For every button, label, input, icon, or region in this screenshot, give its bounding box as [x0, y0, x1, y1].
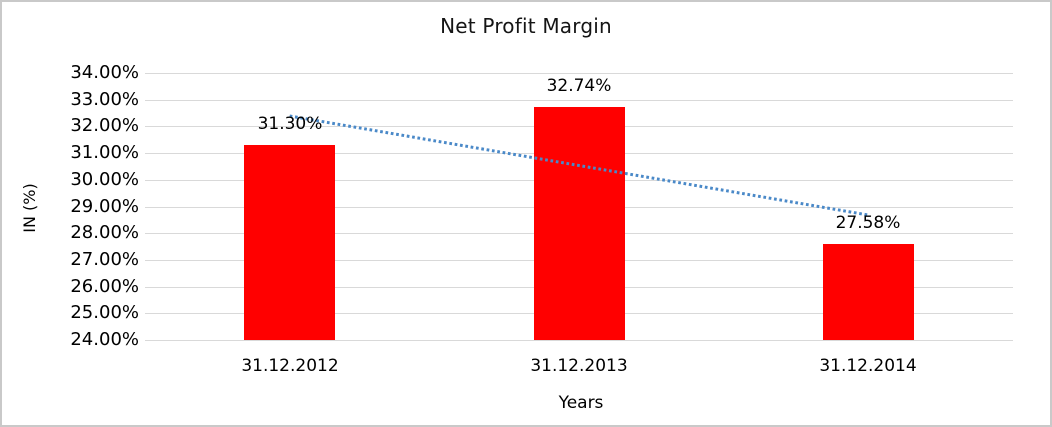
chart-title: Net Profit Margin — [440, 14, 612, 38]
bar — [823, 244, 914, 340]
y-axis-tick-label: 34.00% — [70, 62, 139, 83]
y-axis-tick-label: 26.00% — [70, 276, 139, 297]
y-axis-tick-label: 32.00% — [70, 115, 139, 136]
y-axis-tick-label: 28.00% — [70, 222, 139, 243]
y-axis-tick-label: 29.00% — [70, 196, 139, 217]
bar — [534, 107, 625, 340]
gridline — [145, 340, 1013, 341]
x-axis-category-label: 31.12.2014 — [819, 356, 917, 376]
x-axis-title: Years — [558, 393, 604, 413]
x-axis-category-label: 31.12.2013 — [530, 356, 628, 376]
y-axis-tick-label: 27.00% — [70, 249, 139, 270]
y-axis-tick-label: 33.00% — [70, 89, 139, 110]
y-axis-tick-label: 31.00% — [70, 142, 139, 163]
y-axis-tick-label: 24.00% — [70, 329, 139, 350]
bar-data-label: 32.74% — [546, 76, 612, 96]
y-axis-tick-label: 30.00% — [70, 169, 139, 190]
x-axis-category-label: 31.12.2012 — [241, 356, 339, 376]
gridline — [145, 100, 1013, 101]
y-axis-tick-label: 25.00% — [70, 302, 139, 323]
bar-data-label: 27.58% — [835, 213, 901, 233]
bar — [244, 145, 335, 340]
bar-data-label: 31.30% — [257, 114, 323, 134]
gridline — [145, 73, 1013, 74]
